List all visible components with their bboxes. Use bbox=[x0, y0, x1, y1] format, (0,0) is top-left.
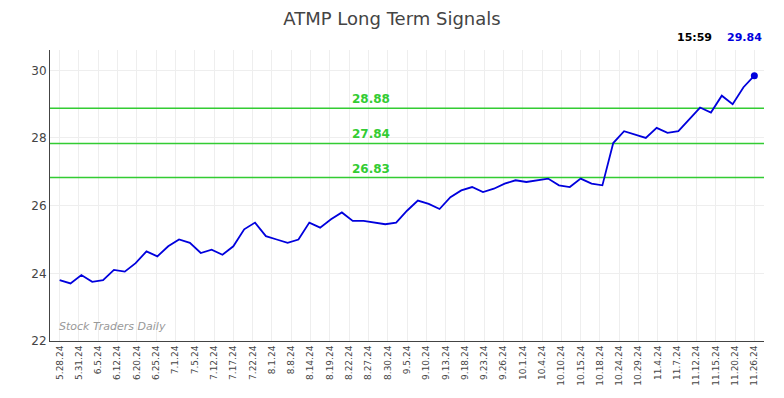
svg-text:8.30.24: 8.30.24 bbox=[383, 345, 393, 380]
svg-text:8.8.24: 8.8.24 bbox=[286, 345, 296, 374]
svg-text:26: 26 bbox=[31, 199, 46, 213]
svg-text:15:59: 15:59 bbox=[677, 31, 712, 44]
svg-text:ATMP Long Term Signals: ATMP Long Term Signals bbox=[283, 8, 500, 29]
svg-text:11.4.24: 11.4.24 bbox=[653, 345, 663, 380]
svg-text:28.88: 28.88 bbox=[352, 92, 390, 106]
svg-text:10.1.24: 10.1.24 bbox=[518, 345, 528, 380]
svg-text:30: 30 bbox=[31, 64, 46, 78]
svg-text:29.84: 29.84 bbox=[727, 31, 762, 44]
svg-text:5.31.24: 5.31.24 bbox=[74, 345, 84, 380]
svg-text:9.23.24: 9.23.24 bbox=[479, 345, 489, 380]
svg-text:10.29.24: 10.29.24 bbox=[633, 345, 643, 385]
svg-text:26.83: 26.83 bbox=[352, 162, 390, 176]
svg-text:8.19.24: 8.19.24 bbox=[325, 345, 335, 380]
svg-text:11.26.24: 11.26.24 bbox=[749, 345, 759, 385]
svg-text:10.24.24: 10.24.24 bbox=[614, 345, 624, 385]
svg-text:6.12.24: 6.12.24 bbox=[112, 345, 122, 380]
svg-text:6.5.24: 6.5.24 bbox=[93, 345, 103, 374]
svg-text:7.12.24: 7.12.24 bbox=[209, 345, 219, 380]
svg-text:22: 22 bbox=[31, 334, 46, 348]
svg-text:10.18.24: 10.18.24 bbox=[595, 345, 605, 385]
svg-text:7.22.24: 7.22.24 bbox=[248, 345, 258, 380]
svg-text:24: 24 bbox=[31, 267, 46, 281]
svg-text:8.22.24: 8.22.24 bbox=[344, 345, 354, 380]
svg-text:8.27.24: 8.27.24 bbox=[363, 345, 373, 380]
svg-text:10.4.24: 10.4.24 bbox=[537, 345, 547, 380]
svg-text:11.7.24: 11.7.24 bbox=[672, 345, 682, 380]
svg-text:11.20.24: 11.20.24 bbox=[730, 345, 740, 385]
svg-text:28: 28 bbox=[31, 131, 46, 145]
svg-text:8.14.24: 8.14.24 bbox=[305, 345, 315, 380]
svg-text:Stock Traders Daily: Stock Traders Daily bbox=[59, 320, 166, 333]
svg-text:9.18.24: 9.18.24 bbox=[460, 345, 470, 380]
svg-text:9.13.24: 9.13.24 bbox=[441, 345, 451, 380]
svg-text:8.1.24: 8.1.24 bbox=[267, 345, 277, 374]
svg-text:10.10.24: 10.10.24 bbox=[556, 345, 566, 385]
svg-text:9.5.24: 9.5.24 bbox=[402, 345, 412, 374]
svg-text:10.15.24: 10.15.24 bbox=[576, 345, 586, 385]
svg-text:11.15.24: 11.15.24 bbox=[711, 345, 721, 385]
svg-text:7.17.24: 7.17.24 bbox=[228, 345, 238, 380]
svg-text:11.12.24: 11.12.24 bbox=[691, 345, 701, 385]
svg-text:27.84: 27.84 bbox=[352, 127, 390, 141]
svg-text:5.28.24: 5.28.24 bbox=[55, 345, 65, 380]
svg-text:9.10.24: 9.10.24 bbox=[421, 345, 431, 380]
svg-text:7.1.24: 7.1.24 bbox=[170, 345, 180, 374]
svg-text:6.25.24: 6.25.24 bbox=[151, 345, 161, 380]
svg-text:6.20.24: 6.20.24 bbox=[132, 345, 142, 380]
svg-text:7.5.24: 7.5.24 bbox=[190, 345, 200, 374]
svg-text:9.26.24: 9.26.24 bbox=[498, 345, 508, 380]
